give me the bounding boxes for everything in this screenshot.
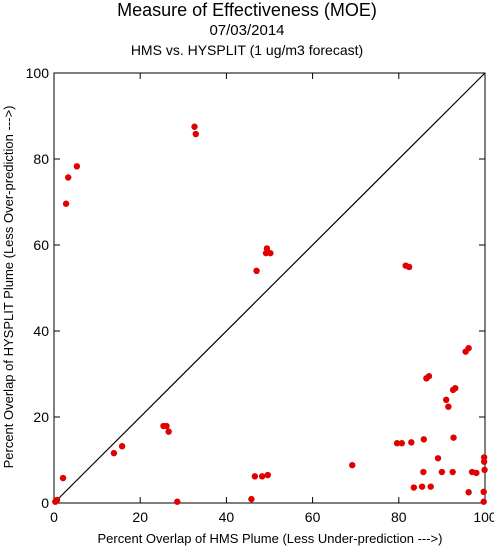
data-point	[481, 466, 488, 474]
data-point	[480, 498, 487, 505]
data-point	[192, 130, 199, 138]
y-tick-label: 100	[26, 65, 50, 81]
plot-frame	[53, 72, 486, 504]
data-point	[420, 436, 427, 443]
data-point	[73, 163, 81, 170]
data-point	[267, 249, 274, 257]
x-tick-label: 60	[305, 509, 321, 525]
data-point	[473, 469, 480, 477]
data-point	[420, 468, 427, 476]
data-point	[251, 473, 259, 480]
data-point	[418, 483, 426, 490]
x-axis-label: Percent Overlap of HMS Plume (Less Under…	[98, 531, 443, 546]
data-point	[398, 440, 406, 447]
y-tick-label: 40	[33, 323, 49, 339]
chart-title: Measure of Effectiveness (MOE)	[117, 0, 377, 20]
y-tick-label: 20	[33, 409, 49, 425]
x-tick-label: 0	[50, 509, 58, 525]
diagonal-reference-line	[53, 72, 486, 504]
y-tick-label: 80	[33, 151, 49, 167]
data-point	[443, 396, 450, 403]
data-point	[465, 345, 472, 352]
data-point	[480, 488, 487, 496]
data-point	[110, 449, 118, 457]
y-tick-label: 0	[41, 495, 49, 511]
data-point	[118, 443, 126, 450]
data-point	[264, 471, 271, 479]
data-point	[349, 461, 356, 469]
data-point	[165, 428, 172, 435]
chart-date: 07/03/2014	[209, 22, 285, 39]
y-axis-label: Percent Overlap of HYSPLIT Plume (Less O…	[1, 106, 16, 469]
data-point	[408, 439, 415, 446]
data-point	[452, 384, 459, 392]
data-point	[65, 174, 72, 181]
data-point	[263, 245, 271, 252]
data-point	[410, 484, 418, 491]
x-tick-label: 40	[219, 509, 235, 525]
data-point	[62, 200, 70, 207]
data-point	[59, 474, 67, 482]
x-tick-label: 20	[132, 509, 148, 525]
data-point	[450, 434, 457, 441]
data-point	[445, 403, 452, 410]
data-point	[393, 440, 401, 447]
data-point	[174, 498, 181, 505]
chart-subtitle: HMS vs. HYSPLIT (1 ug/m3 forecast)	[130, 42, 364, 58]
data-point	[438, 468, 446, 476]
data-point	[258, 473, 266, 480]
data-point	[405, 263, 413, 271]
x-tick-label: 100	[473, 509, 494, 525]
plot-area: 0 20 40 60 80 100 0 20 40 60 80 100	[26, 65, 494, 525]
data-point	[465, 489, 472, 496]
y-tick-label: 60	[33, 237, 49, 253]
data-point	[191, 123, 198, 130]
data-point	[163, 422, 170, 430]
data-point	[53, 496, 61, 504]
data-point	[480, 454, 488, 461]
data-point	[253, 267, 260, 274]
data-point	[434, 455, 442, 462]
data-point	[449, 468, 456, 476]
data-point	[248, 495, 255, 503]
data-point	[425, 372, 433, 380]
data-point	[427, 483, 434, 490]
x-tick-label: 80	[391, 509, 407, 525]
